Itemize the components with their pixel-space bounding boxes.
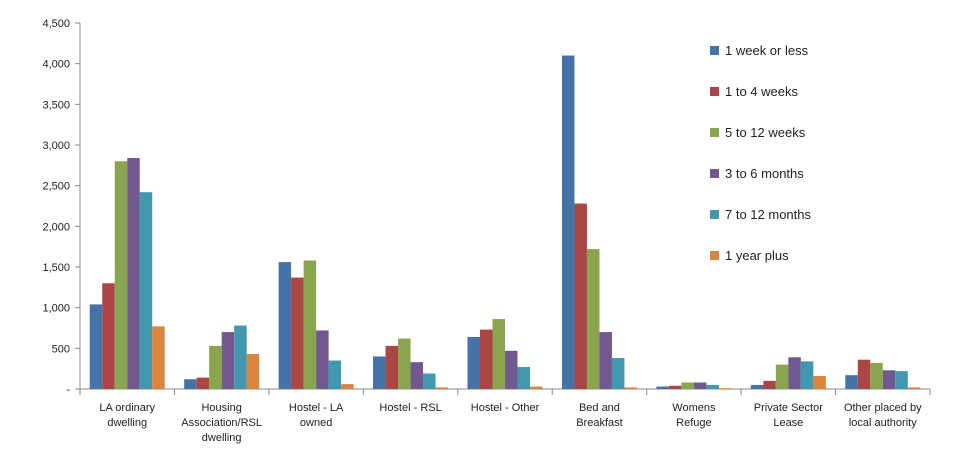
bar	[718, 388, 732, 389]
bar	[530, 386, 543, 389]
x-category-label: owned	[300, 417, 332, 429]
bar	[373, 356, 386, 389]
bar	[857, 359, 871, 389]
bar	[423, 373, 436, 389]
bar	[139, 192, 153, 389]
legend-swatch	[710, 46, 719, 55]
bar	[693, 382, 707, 389]
bar	[586, 249, 600, 389]
bar	[291, 277, 304, 389]
bar	[467, 336, 480, 389]
y-tick-label: 1,500	[42, 262, 70, 274]
bar	[328, 360, 342, 389]
bar	[127, 158, 140, 389]
bar	[624, 387, 637, 389]
bar	[209, 345, 222, 389]
bar	[895, 371, 908, 389]
bar	[870, 362, 883, 389]
bars	[89, 55, 921, 390]
legend-swatch	[710, 210, 719, 219]
bar	[706, 384, 719, 389]
bar	[341, 384, 354, 389]
y-tick-label: 4,000	[42, 59, 70, 71]
bar	[561, 55, 575, 390]
legend-label: 5 to 12 weeks	[725, 125, 806, 140]
bar	[681, 382, 694, 389]
bar	[184, 379, 197, 389]
y-tick-label: 2,000	[42, 221, 70, 233]
bar	[763, 380, 776, 389]
x-category-label: Bed and	[579, 402, 620, 414]
bar	[114, 161, 128, 389]
bar	[398, 338, 411, 389]
bar	[196, 377, 210, 389]
bar	[845, 375, 858, 389]
x-category-label: dwelling	[107, 417, 147, 429]
bar	[517, 367, 530, 389]
x-category-label: local authority	[849, 417, 917, 429]
bar	[152, 326, 165, 389]
legend-label: 1 year plus	[725, 248, 789, 263]
x-category-label: LA ordinary	[99, 402, 155, 414]
legend-label: 1 to 4 weeks	[725, 84, 798, 99]
legend-swatch	[710, 87, 719, 96]
y-tick-label: 3,500	[42, 99, 70, 111]
bar	[574, 203, 587, 389]
legend-label: 1 week or less	[725, 43, 809, 58]
bar	[410, 362, 424, 389]
legend: 1 week or less 1 to 4 weeks 5 to 12 weeks 3…	[710, 43, 811, 263]
bar	[480, 329, 493, 389]
x-category-label: Lease	[773, 417, 803, 429]
y-tick-label: -	[66, 384, 70, 396]
y-tick-label: 3,000	[42, 140, 70, 152]
bar	[316, 330, 329, 389]
bar	[611, 358, 625, 389]
bar	[89, 304, 103, 389]
bar	[750, 384, 764, 389]
bar	[221, 332, 235, 389]
y-tick-label: 1,000	[42, 303, 70, 315]
y-tick-label: 2,500	[42, 181, 70, 193]
bar	[668, 385, 682, 389]
bar	[234, 325, 247, 389]
bar	[800, 361, 814, 389]
axis-labels: - 500 1,000 1,500 2,000 2,500 3,000 3,500 4,000 4…	[42, 18, 922, 444]
bar	[102, 283, 115, 389]
legend-swatch	[710, 128, 719, 137]
x-category-label: Hostel - RSL	[379, 402, 441, 414]
bar	[813, 375, 826, 389]
bar	[882, 370, 896, 389]
bar	[788, 357, 801, 389]
y-tick-label: 4,500	[42, 18, 70, 30]
x-category-label: Womens	[672, 402, 716, 414]
x-category-label: Housing	[201, 402, 241, 414]
legend-label: 7 to 12 months	[725, 207, 811, 222]
x-category-label: Refuge	[676, 417, 711, 429]
bar	[278, 262, 292, 389]
x-category-label: Other placed by	[844, 402, 922, 414]
bar	[435, 387, 449, 389]
x-category-label: Breakfast	[576, 417, 622, 429]
x-category-label: Hostel - LA	[289, 402, 344, 414]
x-category-label: Association/RSL	[181, 417, 262, 429]
x-category-label: dwelling	[202, 432, 242, 444]
bar	[775, 364, 789, 389]
bar	[656, 386, 669, 389]
legend-swatch	[710, 251, 719, 260]
x-category-label: Private Sector	[754, 402, 823, 414]
bar	[505, 350, 518, 389]
y-tick-label: 500	[52, 343, 70, 355]
bar	[385, 345, 399, 389]
x-category-label: Hostel - Other	[471, 402, 540, 414]
legend-swatch	[710, 169, 719, 178]
bar	[303, 260, 317, 389]
bar	[492, 319, 505, 389]
bar	[246, 354, 260, 389]
bar	[907, 387, 921, 389]
legend-label: 3 to 6 months	[725, 166, 804, 181]
bar	[599, 332, 612, 389]
